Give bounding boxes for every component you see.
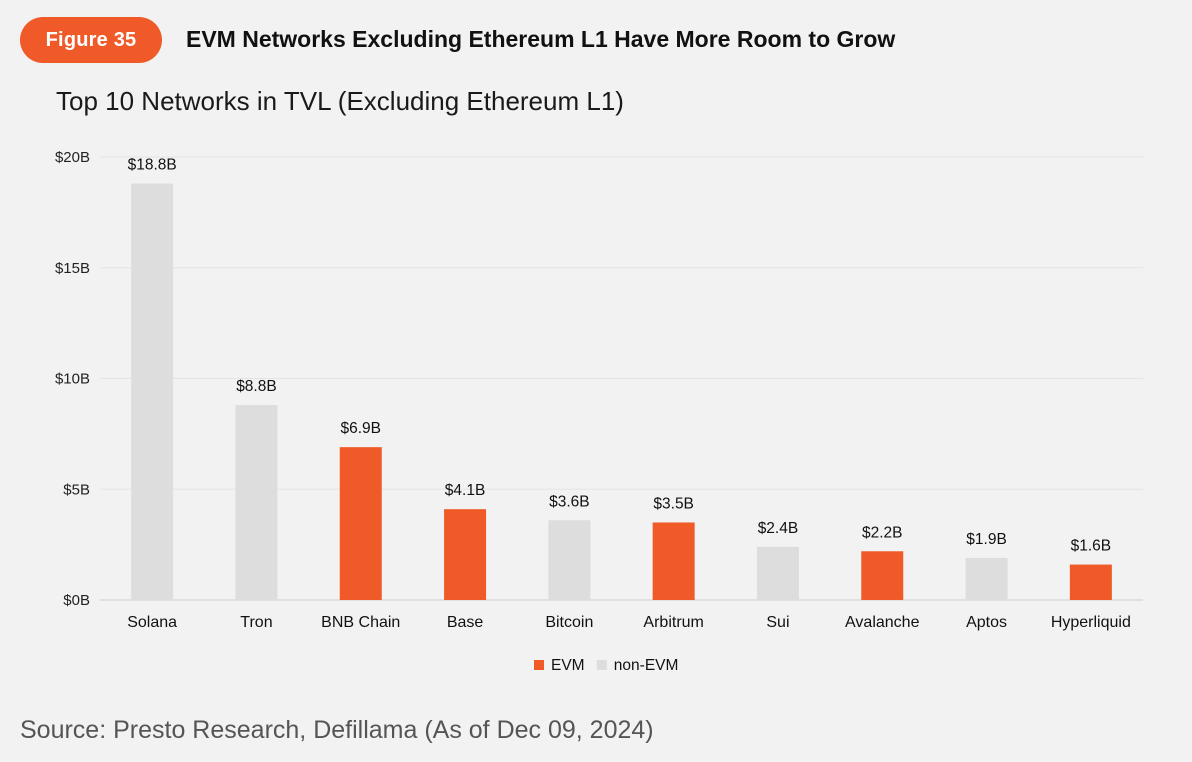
figure-title: EVM Networks Excluding Ethereum L1 Have …	[186, 26, 896, 52]
legend-label: non-EVM	[614, 657, 679, 674]
bar-hyperliquid	[1069, 564, 1112, 600]
bar-sui	[756, 546, 799, 600]
bar-chart: $0B $5B $10B $15B $20B $18.8B Solana $8.8B Tron $…	[55, 149, 1143, 674]
data-label: $2.2B	[862, 524, 903, 541]
bar-avalanche	[861, 551, 904, 600]
x-tick-label: Arbitrum	[643, 614, 703, 631]
x-tick-label: Avalanche	[845, 614, 920, 631]
data-label: $3.5B	[653, 495, 694, 512]
x-tick-label: Base	[447, 614, 484, 631]
x-tick-label: Aptos	[966, 614, 1007, 631]
y-tick-label: $5B	[63, 481, 90, 498]
chart-title: Top 10 Networks in TVL (Excluding Ethere…	[56, 86, 624, 116]
legend-swatch	[596, 660, 607, 670]
bar-bitcoin	[548, 520, 591, 600]
y-tick-label: $10B	[55, 371, 90, 388]
bar-bnb-chain	[339, 447, 382, 600]
data-label: $2.4B	[758, 520, 799, 537]
bar-solana	[131, 183, 174, 600]
x-tick-label: Bitcoin	[545, 614, 593, 631]
bar-arbitrum	[652, 522, 695, 600]
bar-aptos	[965, 557, 1008, 600]
data-label: $3.6B	[549, 493, 590, 510]
x-tick-label: Tron	[240, 614, 272, 631]
data-label: $6.9B	[340, 420, 381, 437]
y-tick-label: $20B	[55, 149, 90, 166]
y-tick-label: $0B	[63, 592, 90, 609]
legend-swatch	[534, 660, 544, 670]
data-label: $1.6B	[1071, 538, 1112, 555]
bar-base	[444, 509, 487, 600]
x-tick-label: Sui	[766, 614, 789, 631]
legend-label: EVM	[551, 657, 585, 674]
y-tick-label: $15B	[55, 260, 90, 277]
source-note: Source: Presto Research, Defillama (As o…	[20, 716, 654, 744]
data-label: $8.8B	[236, 378, 277, 395]
x-tick-label: Hyperliquid	[1051, 614, 1131, 631]
data-label: $18.8B	[128, 157, 177, 174]
x-tick-label: BNB Chain	[321, 614, 400, 631]
x-tick-label: Solana	[127, 614, 177, 631]
bar-tron	[235, 405, 278, 600]
data-label: $1.9B	[966, 531, 1007, 548]
data-label: $4.1B	[445, 482, 486, 499]
figure-badge: Figure 35	[20, 17, 162, 63]
